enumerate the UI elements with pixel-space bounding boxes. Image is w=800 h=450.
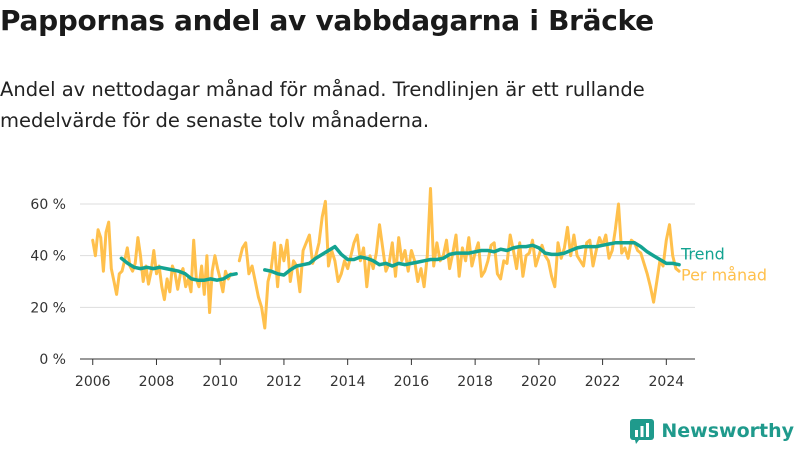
brand-name: Newsworthy	[661, 420, 794, 442]
monthly-line	[91, 220, 233, 314]
x-tick-label: 2024	[649, 374, 685, 390]
x-tick-label: 2010	[202, 374, 238, 390]
newsworthy-logo-icon	[630, 419, 655, 444]
x-tick-label: 2012	[266, 374, 302, 390]
series-lines	[91, 187, 681, 330]
y-tick-label: 60 %	[30, 197, 66, 213]
y-tick-label: 40 %	[30, 249, 66, 265]
trend-line	[263, 241, 681, 277]
x-tick-label: 2020	[521, 374, 557, 390]
chart-title: Pappornas andel av vabbdagarna i Bräcke	[0, 4, 654, 37]
x-tick-label: 2016	[394, 374, 430, 390]
y-tick-label: 0 %	[39, 352, 66, 368]
chart-subtitle: Andel av nettodagar månad för månad. Tre…	[0, 78, 645, 132]
brand-logo[interactable]: Newsworthy	[629, 418, 794, 444]
x-tick-label: 2022	[585, 374, 621, 390]
x-tick-label: 2018	[457, 374, 493, 390]
y-tick-label: 20 %	[30, 300, 66, 316]
gridlines	[80, 203, 695, 308]
x-axis: 2006 2008 2010 2012 2014 2016 2018 2020 2022 2024	[75, 358, 695, 390]
trend-line	[119, 256, 238, 282]
y-axis-labels: 0 % 20 % 40 % 60 %	[30, 197, 66, 368]
legend: Trend Per månad	[680, 245, 767, 285]
x-tick-label: 2008	[139, 374, 175, 390]
monthly-line	[237, 187, 681, 330]
x-tick-label: 2014	[330, 374, 366, 390]
x-tick-label: 2006	[75, 374, 111, 390]
legend-monthly: Per månad	[681, 266, 767, 285]
legend-trend: Trend	[680, 245, 725, 264]
